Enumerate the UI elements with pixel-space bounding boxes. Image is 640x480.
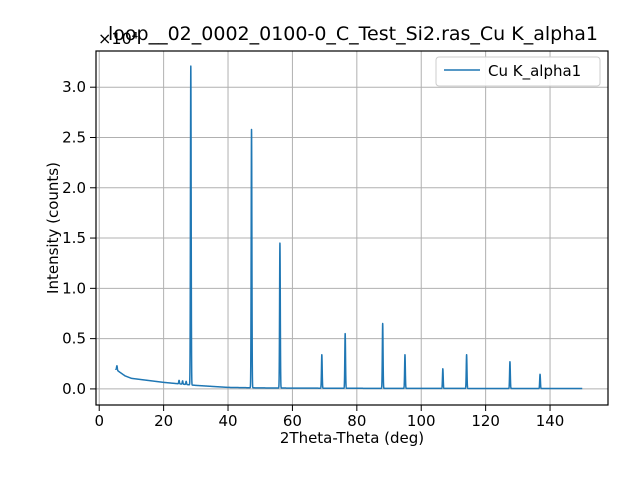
x-tick-label-80: 80 (347, 412, 366, 430)
x-axis-label: 2Theta-Theta (deg) (280, 429, 424, 447)
y-tick-label-3: 3.0 (62, 78, 86, 96)
legend-label: Cu K_alpha1 (488, 62, 581, 81)
y-tick-label-0.5: 0.5 (62, 330, 86, 348)
grid (96, 51, 608, 405)
x-tick-label-20: 20 (154, 412, 173, 430)
y-tick-label-2: 2.0 (62, 179, 86, 197)
y-axis-label: Intensity (counts) (44, 162, 62, 294)
x-tick-label-40: 40 (218, 412, 237, 430)
series-layer (114, 65, 583, 390)
y-axis-ticks: 0.0 0.5 1.0 1.5 2.0 2.5 3.0 (62, 78, 96, 398)
x-tick-label-140: 140 (536, 412, 565, 430)
y-offset-text: ×10⁴ (98, 29, 138, 48)
x-tick-label-100: 100 (407, 412, 436, 430)
y-tick-label-1.5: 1.5 (62, 229, 86, 247)
y-tick-label-2.5: 2.5 (62, 128, 86, 146)
legend-box (435, 56, 601, 87)
plot-frame (95, 50, 609, 406)
x-tick-label-120: 120 (471, 412, 500, 430)
x-tick-label-60: 60 (283, 412, 302, 430)
y-tick-label-0: 0.0 (62, 380, 86, 398)
chart-title: loop__02_0002_0100-0_C_Test_Si2.ras_Cu K… (108, 23, 598, 45)
x-tick-label-0: 0 (94, 412, 104, 430)
y-tick-label-1: 1.0 (62, 279, 86, 297)
legend: Cu K_alpha1 (435, 56, 601, 87)
x-axis-ticks: 0 20 40 60 80 100 120 140 (94, 405, 564, 430)
series-line-cu-k-alpha1 (114, 65, 583, 390)
